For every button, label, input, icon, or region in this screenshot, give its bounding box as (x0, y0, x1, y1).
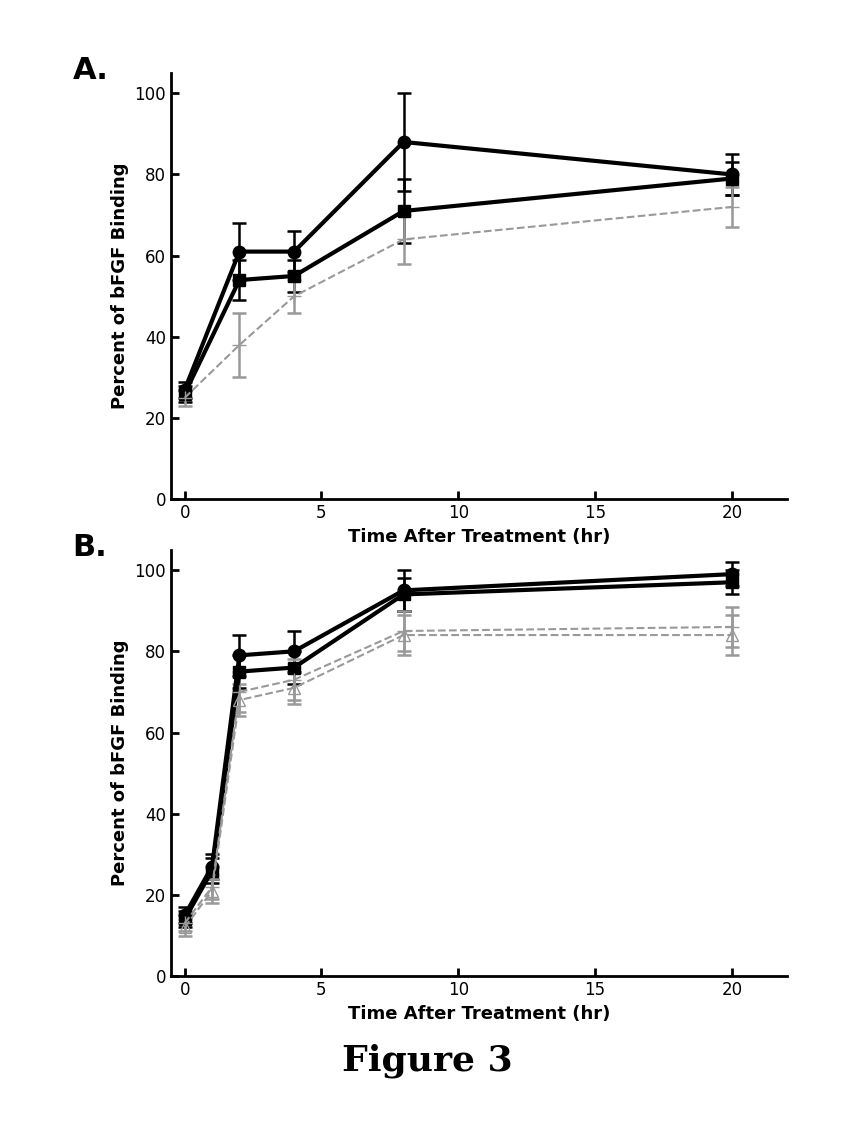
X-axis label: Time After Treatment (hr): Time After Treatment (hr) (348, 527, 610, 545)
Text: A.: A. (73, 56, 109, 85)
X-axis label: Time After Treatment (hr): Time After Treatment (hr) (348, 1004, 610, 1022)
Text: B.: B. (73, 533, 107, 562)
Text: Figure 3: Figure 3 (342, 1043, 513, 1077)
Y-axis label: Percent of bFGF Binding: Percent of bFGF Binding (111, 640, 129, 886)
Y-axis label: Percent of bFGF Binding: Percent of bFGF Binding (111, 163, 129, 410)
